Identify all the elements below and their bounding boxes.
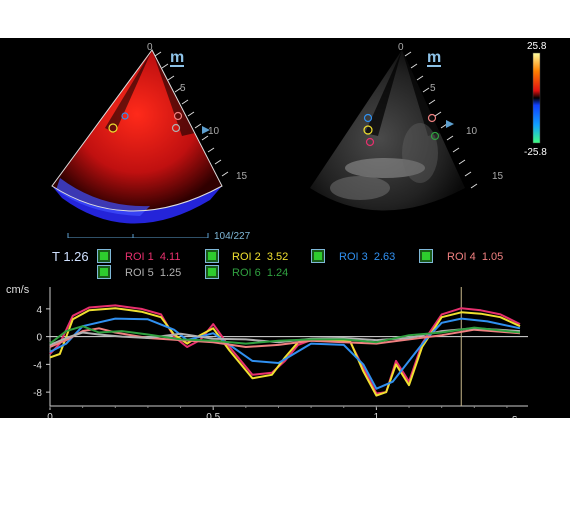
roi-2-checkbox[interactable] bbox=[205, 249, 219, 263]
roi-4-checkbox[interactable] bbox=[419, 249, 433, 263]
x-tick-label: 0.5 bbox=[206, 412, 220, 418]
right-depth-label-0: 0 bbox=[398, 42, 404, 53]
left-depth-label-15: 15 bbox=[236, 171, 248, 182]
velocity-colorbar bbox=[532, 52, 541, 144]
roi-5-checkbox[interactable] bbox=[97, 265, 111, 279]
left-probe-logo: m bbox=[170, 49, 185, 67]
echo-views: 0 5 10 15 0 5 10 15 bbox=[51, 41, 547, 238]
left-depth-label-10: 10 bbox=[208, 126, 220, 137]
x-axis-label: s bbox=[512, 413, 518, 418]
colorbar-max-label: 25.8 bbox=[527, 41, 547, 52]
roi-6-checkbox[interactable] bbox=[205, 265, 219, 279]
series-line-roi-4 bbox=[49, 327, 521, 348]
roi-2-label: ROI 2 3.52 bbox=[232, 251, 289, 263]
y-tick-label: 0 bbox=[36, 333, 42, 344]
left-depth-label-5: 5 bbox=[180, 83, 186, 94]
right-depth-label-10: 10 bbox=[466, 126, 478, 137]
colorbar-min-label: -25.8 bbox=[524, 147, 547, 158]
series-line-roi-2 bbox=[49, 307, 521, 397]
right-depth-label-5: 5 bbox=[430, 83, 436, 94]
left-depth-scale bbox=[154, 51, 229, 177]
left-focus-marker bbox=[202, 126, 210, 134]
y-tick-label: 4 bbox=[36, 305, 42, 316]
series-line-roi-6 bbox=[49, 325, 521, 345]
x-tick-label: 1 bbox=[374, 412, 380, 418]
cine-timeline[interactable] bbox=[65, 233, 211, 238]
left-depth-label-0: 0 bbox=[147, 42, 153, 53]
y-tick-label: -4 bbox=[33, 360, 42, 371]
series-line-roi-3 bbox=[49, 317, 521, 390]
y-axis-label: cm/s bbox=[6, 284, 30, 296]
right-focus-marker bbox=[446, 120, 454, 128]
right-probe-logo: m bbox=[427, 49, 442, 67]
time-readout: T 1.26 bbox=[52, 249, 89, 264]
roi-4-label: ROI 4 1.05 bbox=[447, 251, 504, 263]
right-bmode-sector bbox=[310, 50, 465, 211]
roi-1-checkbox[interactable] bbox=[97, 249, 111, 263]
roi-1-label: ROI 1 4.11 bbox=[125, 251, 181, 263]
roi-3-checkbox[interactable] bbox=[311, 249, 325, 263]
x-tick-label: 0 bbox=[47, 412, 53, 418]
y-tick-label: -8 bbox=[33, 388, 42, 399]
roi-5-label: ROI 5 1.25 bbox=[125, 267, 182, 279]
roi-6-label: ROI 6 1.24 bbox=[232, 267, 289, 279]
frame-counter: 104/227 bbox=[214, 231, 251, 242]
roi-3-label: ROI 3 2.63 bbox=[339, 251, 396, 263]
ultrasound-screen: 0 5 10 15 0 5 10 15 bbox=[0, 38, 570, 418]
right-depth-label-15: 15 bbox=[492, 171, 504, 182]
tissue-velocity-chart: 4 0 -4 -8 0 0.5 1 cm/s s bbox=[6, 284, 528, 418]
left-doppler-sector bbox=[51, 49, 223, 224]
series-line-roi-5 bbox=[49, 327, 521, 346]
